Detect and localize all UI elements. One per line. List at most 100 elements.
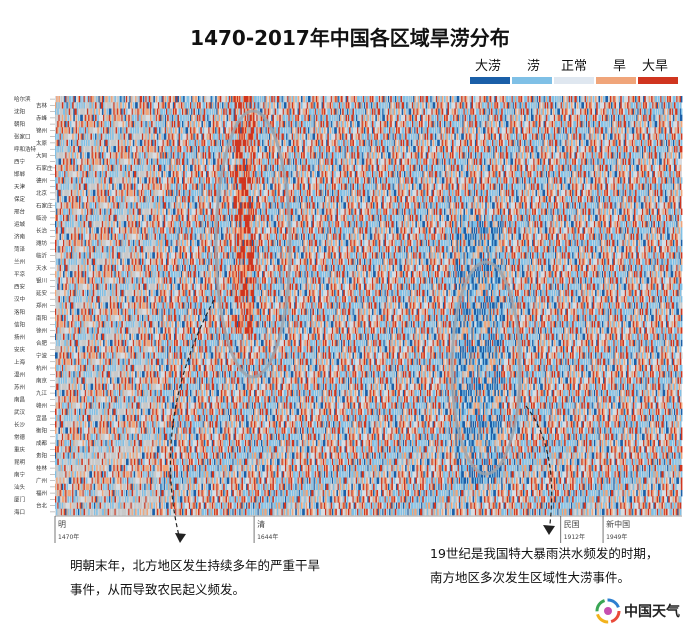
heatmap-cell bbox=[394, 109, 396, 115]
heatmap-cell bbox=[494, 152, 496, 158]
heatmap-cell bbox=[668, 159, 670, 165]
heatmap-cell bbox=[564, 115, 566, 121]
heatmap-cell bbox=[457, 146, 459, 152]
heatmap-cell bbox=[192, 96, 194, 102]
heatmap-cell bbox=[128, 171, 130, 177]
heatmap-cell bbox=[631, 159, 633, 165]
heatmap-cell bbox=[254, 165, 256, 171]
heatmap-cell bbox=[674, 134, 676, 140]
heatmap-cell bbox=[680, 165, 682, 171]
heatmap-cell bbox=[199, 102, 201, 108]
heatmap-cell bbox=[572, 165, 574, 171]
heatmap-cell bbox=[348, 102, 350, 108]
heatmap-cell bbox=[660, 146, 662, 152]
heatmap-cell bbox=[651, 96, 653, 102]
heatmap-cell bbox=[204, 109, 206, 115]
heatmap-cell bbox=[254, 121, 256, 127]
heatmap-cell bbox=[158, 171, 160, 177]
heatmap-cell bbox=[603, 109, 605, 115]
heatmap-cell bbox=[557, 140, 559, 146]
heatmap-cell bbox=[277, 121, 279, 127]
heatmap-cell bbox=[161, 134, 163, 140]
heatmap-cell bbox=[600, 134, 602, 140]
heatmap-cell bbox=[319, 109, 321, 115]
heatmap-cell bbox=[79, 102, 81, 108]
heatmap-cell bbox=[509, 96, 511, 102]
heatmap-cell bbox=[614, 102, 616, 108]
heatmap-cell bbox=[357, 140, 359, 146]
heatmap-cell bbox=[274, 102, 276, 108]
heatmap-cell bbox=[614, 96, 616, 102]
heatmap-cell bbox=[420, 96, 422, 102]
heatmap-cell bbox=[626, 121, 628, 127]
heatmap-cell bbox=[332, 127, 334, 133]
heatmap-cell bbox=[452, 96, 454, 102]
heatmap-cell bbox=[123, 102, 125, 108]
heatmap-cell bbox=[223, 134, 225, 140]
heatmap-cell bbox=[106, 146, 108, 152]
heatmap-cell bbox=[446, 96, 448, 102]
heatmap-cell bbox=[298, 115, 300, 121]
heatmap-cell bbox=[117, 171, 119, 177]
heatmap-cell bbox=[473, 109, 475, 115]
heatmap-cell bbox=[494, 134, 496, 140]
heatmap-cell bbox=[175, 109, 177, 115]
heatmap-cell bbox=[153, 171, 155, 177]
heatmap-cell bbox=[267, 134, 269, 140]
heatmap-cell bbox=[500, 152, 502, 158]
heatmap-cell bbox=[232, 171, 234, 177]
heatmap-cell bbox=[649, 152, 651, 158]
heatmap-cell bbox=[536, 102, 538, 108]
heatmap-cell bbox=[101, 146, 103, 152]
heatmap-cell bbox=[674, 146, 676, 152]
heatmap-cell bbox=[644, 159, 646, 165]
heatmap-cell bbox=[293, 96, 295, 102]
heatmap-cell bbox=[595, 140, 597, 146]
heatmap-cell bbox=[128, 115, 130, 121]
heatmap-cell bbox=[614, 146, 616, 152]
heatmap-cell bbox=[175, 146, 177, 152]
heatmap-cell bbox=[542, 109, 544, 115]
heatmap-cell bbox=[164, 109, 166, 115]
heatmap-cell bbox=[333, 159, 335, 165]
heatmap-cell bbox=[244, 159, 246, 165]
heatmap-cell bbox=[66, 134, 68, 140]
heatmap-cell bbox=[104, 109, 106, 115]
heatmap-cell bbox=[371, 159, 373, 165]
heatmap-cell bbox=[173, 127, 175, 133]
heatmap-cell bbox=[381, 140, 383, 146]
heatmap-cell bbox=[558, 121, 560, 127]
heatmap-cell bbox=[188, 102, 190, 108]
heatmap-cell bbox=[617, 127, 619, 133]
heatmap-cell bbox=[640, 109, 642, 115]
heatmap-cell bbox=[621, 109, 623, 115]
heatmap-cell bbox=[403, 127, 405, 133]
heatmap-cell bbox=[430, 127, 432, 133]
heatmap-cell bbox=[656, 115, 658, 121]
heatmap-cell bbox=[415, 134, 417, 140]
heatmap-cell bbox=[509, 146, 511, 152]
heatmap-cell bbox=[478, 115, 480, 121]
heatmap-cell bbox=[528, 159, 530, 165]
heatmap-cell bbox=[422, 146, 424, 152]
heatmap-cell bbox=[108, 134, 110, 140]
heatmap-cell bbox=[565, 121, 567, 127]
heatmap-cell bbox=[409, 146, 411, 152]
heatmap-cell bbox=[185, 171, 187, 177]
heatmap-cell bbox=[620, 102, 622, 108]
heatmap-cell bbox=[185, 165, 187, 171]
heatmap-cell bbox=[348, 165, 350, 171]
heatmap-cell bbox=[373, 152, 375, 158]
heatmap-cell bbox=[332, 152, 334, 158]
heatmap-cell bbox=[93, 134, 95, 140]
heatmap-cell bbox=[277, 102, 279, 108]
heatmap-cell bbox=[491, 121, 493, 127]
heatmap-cell bbox=[258, 96, 260, 102]
heatmap-cell bbox=[574, 121, 576, 127]
heatmap-cell bbox=[546, 115, 548, 121]
heatmap-cell bbox=[401, 96, 403, 102]
heatmap-cell bbox=[498, 127, 500, 133]
heatmap-cell bbox=[354, 165, 356, 171]
heatmap-cell bbox=[175, 127, 177, 133]
heatmap-cell bbox=[115, 96, 117, 102]
